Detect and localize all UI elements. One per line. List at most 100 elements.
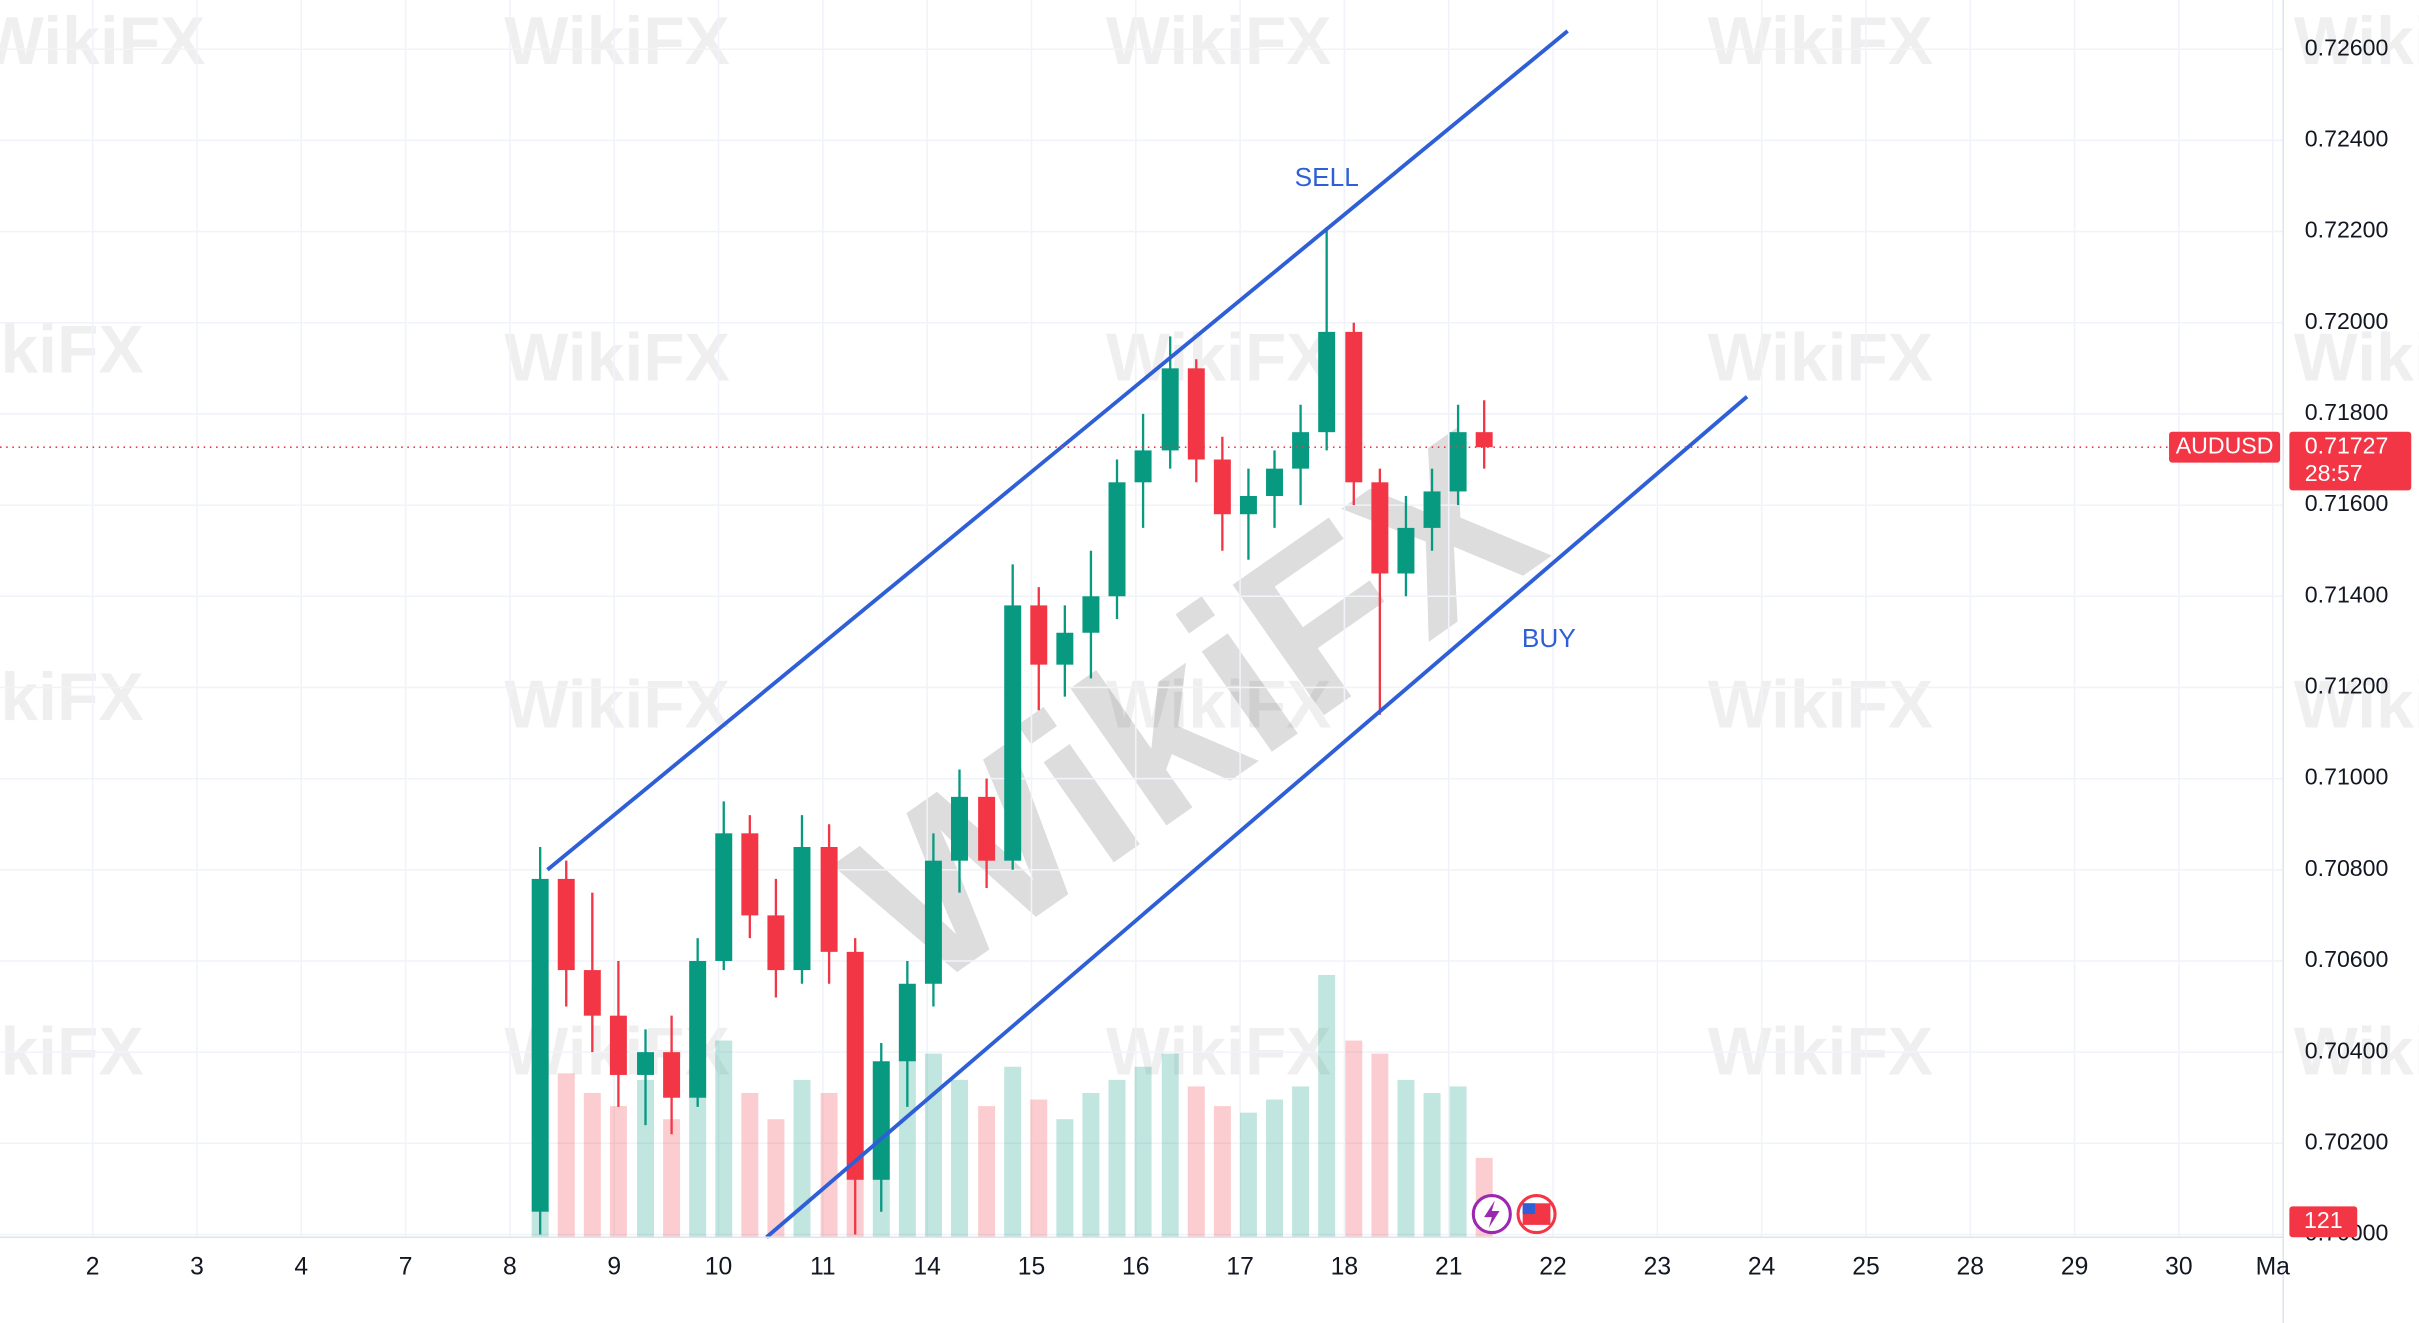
volume-bar [1134,1066,1152,1238]
trendline-label: SELL [1295,162,1359,192]
volume-bar [898,1040,916,1238]
trendline [765,395,1749,1239]
volume-bar [741,1092,759,1238]
y-tick-label: 0.71800 [2305,399,2389,425]
volume-bar [1239,1112,1257,1238]
y-tick-label: 0.71600 [2305,490,2389,516]
volume-bar [793,1079,811,1238]
volume-bar [663,1119,681,1238]
trendlines: SELL BUY [546,29,1749,1239]
y-tick-label: 0.72200 [2305,217,2389,243]
candle-body [1371,482,1389,574]
y-tick-label: 0.72000 [2305,308,2389,334]
candle-body [1239,495,1257,515]
volume-bar [583,1092,601,1238]
x-tick-label: 11 [810,1254,836,1281]
x-tick-label: 25 [1852,1254,1879,1281]
watermark-text: WikiFX [1708,4,1934,79]
watermark-text: WikiFX [1106,320,1332,395]
candle-body [583,970,601,1016]
x-tick-label: 28 [1957,1254,1984,1281]
volume-bar [637,1079,655,1238]
price-tag-bg [2289,431,2412,491]
volume-bar [609,1106,627,1238]
candle-body [924,860,942,984]
candle-body [637,1052,655,1075]
candle-body [1187,368,1205,460]
candle-body [663,1052,681,1098]
volume-tag: 121 [2304,1207,2343,1233]
watermark-text: WikiFX [1708,320,1934,395]
candle-body [978,796,996,861]
watermark-text: WikiFX [504,4,730,79]
candle-body [1345,331,1363,483]
candle-body [1292,432,1310,469]
trendline-label: BUY [1522,623,1576,653]
y-tick-label: 0.70200 [2305,1128,2389,1154]
y-tick-label: 0.72400 [2305,126,2389,152]
volume-bar [1161,1053,1179,1238]
icons [1471,1194,1557,1235]
volume-bar [978,1106,996,1238]
watermark-text: WikiFX [2294,668,2419,743]
volume-bar [1004,1066,1022,1238]
candle-body [1475,432,1493,448]
volume-bar [820,1092,838,1238]
volume-bar [1449,1086,1467,1238]
candle-body [1449,432,1467,492]
y-tick-label: 0.70600 [2305,946,2389,972]
volume-bar [924,1053,942,1238]
x-tick-label: 2 [86,1254,100,1281]
watermark-text: WikiFX [0,660,144,735]
x-tick-label: 30 [2165,1254,2192,1281]
x-tick-label: 4 [294,1254,308,1281]
y-tick-label: 0.71400 [2305,581,2389,607]
volume-bar [689,1066,707,1238]
candle-body [1397,527,1415,574]
y-tick-label: 0.72600 [2305,34,2389,60]
symbol-tag-bg [2169,431,2281,463]
watermark-text: WikiFX [504,320,730,395]
watermark-text: WikiFX [1106,668,1332,743]
candle-body [715,833,733,961]
candle-body [1266,468,1283,496]
volume-bar [715,1040,733,1238]
candle-body [767,915,785,971]
candle-body [846,951,864,1180]
candle-body [741,833,759,916]
x-tick-label: 22 [1539,1254,1566,1281]
candle-body [951,796,968,861]
x-tick-label: 10 [705,1254,732,1281]
x-tick-label: 9 [607,1254,621,1281]
volume-bar [767,1119,785,1238]
candle-body [1108,482,1126,597]
candle-body [689,960,707,1098]
candles [531,227,1493,1235]
volume-bar [557,1073,575,1238]
candle-body [1004,605,1022,861]
price-tag: 0.71727 [2305,432,2389,458]
volume-bar [1318,974,1336,1238]
x-tick-label: 23 [1644,1254,1671,1281]
volume-bar [1371,1053,1389,1238]
volume-bar [1345,1040,1363,1238]
volume-bar [1397,1079,1415,1238]
candle-body [531,878,549,1212]
y-tick-label: 0.70400 [2305,1037,2389,1063]
volume-bar [1423,1092,1441,1238]
watermark-text: WikiFX [0,4,205,79]
watermark-text: WikiFX [2294,1015,2419,1090]
countdown-tag: 28:57 [2305,460,2363,486]
y-tick-label: 0.71200 [2305,673,2389,699]
x-tick-label: 18 [1331,1254,1358,1281]
candle-body [1318,331,1336,433]
x-tick-label: 16 [1122,1254,1149,1281]
grid [0,0,2284,1238]
watermark-text: WikiFX [2294,320,2419,395]
candle-body [820,847,838,952]
candle-body [1082,596,1100,633]
candle-body [1134,450,1152,483]
candle-body [872,1061,890,1180]
